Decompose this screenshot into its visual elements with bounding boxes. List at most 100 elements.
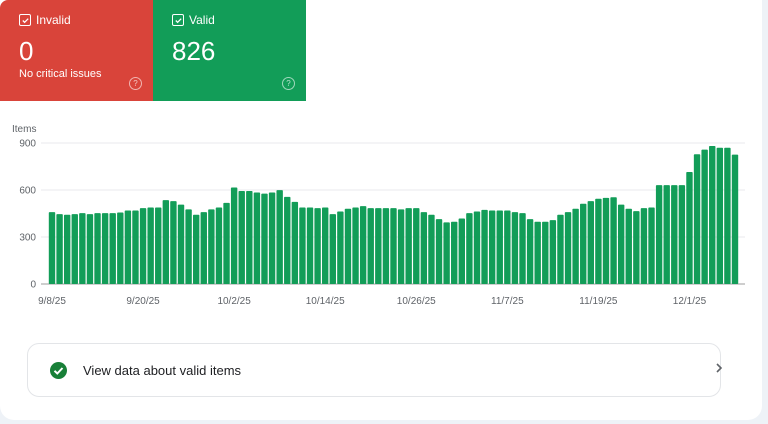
bar (451, 221, 458, 284)
bar (617, 204, 625, 284)
valid-header[interactable]: Valid (172, 13, 215, 27)
bar (671, 185, 678, 284)
bar (299, 207, 306, 284)
bar (261, 193, 268, 284)
bar (367, 208, 374, 284)
bar (625, 208, 632, 284)
invalid-card[interactable]: Invalid 0 No critical issues ? (0, 0, 153, 101)
bar (587, 201, 595, 284)
bar (716, 147, 724, 284)
bar (344, 208, 352, 284)
bar (375, 208, 382, 284)
bar (48, 212, 56, 284)
x-tick-label: 10/2/25 (217, 296, 251, 307)
bar (595, 198, 602, 284)
bar (488, 210, 496, 284)
valid-count: 826 (172, 36, 216, 66)
bar (390, 208, 397, 284)
bar (397, 209, 405, 284)
bar (633, 211, 640, 284)
bar (86, 214, 94, 284)
bar (602, 197, 610, 284)
valid-items-chart: Items 0 300 600 900 9/8/25 9/20/25 10/2/25 10/1… (12, 124, 745, 307)
bar (504, 210, 511, 284)
bar (177, 204, 185, 284)
bar (663, 185, 670, 284)
bar (709, 145, 716, 284)
bar (458, 218, 465, 284)
bar (519, 213, 526, 284)
x-tick-label: 12/1/25 (673, 296, 707, 307)
chevron-right-icon[interactable] (714, 361, 724, 375)
bar (359, 206, 367, 284)
checkbox-checked-icon[interactable] (172, 14, 184, 26)
bar (481, 209, 488, 284)
bar (549, 220, 557, 284)
checkbox-checked-icon[interactable] (19, 14, 31, 26)
x-tick-label: 11/19/25 (579, 296, 618, 307)
bar (139, 208, 147, 284)
bar (162, 200, 170, 284)
bar (124, 210, 132, 284)
bar (382, 208, 390, 284)
bar (208, 209, 215, 284)
bar (526, 219, 534, 284)
bar (701, 149, 708, 284)
invalid-header[interactable]: Invalid (19, 13, 71, 27)
bar (640, 208, 648, 284)
bar (238, 190, 245, 284)
bar (268, 192, 276, 284)
valid-label: Valid (189, 13, 215, 27)
bar (580, 203, 587, 284)
help-circle-icon[interactable]: ? (282, 77, 295, 90)
bar (230, 187, 238, 284)
bar (155, 207, 162, 284)
bar (223, 202, 230, 284)
bar (511, 212, 519, 284)
bar (610, 197, 617, 284)
invalid-label: Invalid (36, 13, 71, 27)
bar (200, 212, 207, 284)
valid-card[interactable]: Valid 826 ? (153, 0, 306, 101)
bar (435, 219, 443, 284)
bar (420, 212, 428, 284)
bar (322, 207, 329, 284)
bar (147, 207, 154, 284)
x-tick-label: 9/20/25 (126, 296, 160, 307)
bar (542, 221, 549, 284)
bar (253, 192, 261, 284)
y-axis-label: Items (12, 124, 36, 135)
y-tick-label: 0 (30, 280, 36, 291)
y-tick-label: 300 (19, 233, 36, 244)
view-valid-items-label: View data about valid items (83, 363, 242, 378)
bar (170, 201, 177, 284)
x-tick-label: 9/8/25 (38, 296, 66, 307)
bar (678, 185, 686, 284)
bar (314, 208, 321, 284)
x-tick-label: 11/7/25 (491, 296, 524, 307)
view-valid-items-row[interactable]: View data about valid items (27, 343, 724, 397)
bar (192, 214, 200, 284)
bar (329, 214, 336, 284)
bar (109, 213, 116, 284)
bar (534, 221, 541, 284)
bar (94, 213, 101, 284)
bar (291, 201, 299, 284)
bar (686, 171, 693, 284)
bar (246, 190, 253, 284)
bar (71, 214, 78, 284)
help-circle-icon[interactable]: ? (129, 77, 142, 90)
bar (117, 212, 124, 284)
bar (56, 214, 63, 284)
bar (215, 207, 223, 284)
bar (79, 213, 86, 284)
bar (496, 210, 503, 284)
bar (724, 147, 731, 284)
bar (405, 208, 412, 284)
check-circle-icon (50, 362, 67, 379)
bar (564, 212, 572, 284)
bar (276, 190, 283, 284)
x-tick-label: 10/14/25 (306, 296, 345, 307)
bar (101, 213, 109, 284)
bar (185, 209, 192, 284)
